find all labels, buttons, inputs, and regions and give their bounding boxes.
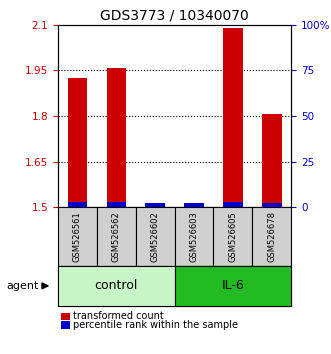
Text: control: control bbox=[95, 279, 138, 292]
Text: GSM526678: GSM526678 bbox=[267, 211, 276, 262]
Text: agent: agent bbox=[7, 281, 39, 291]
Bar bbox=[107, 68, 126, 207]
Bar bbox=[262, 114, 282, 207]
Bar bbox=[136, 207, 175, 266]
Text: GSM526603: GSM526603 bbox=[190, 211, 199, 262]
Bar bbox=[175, 207, 213, 266]
Bar bbox=[223, 202, 243, 207]
Text: GSM526561: GSM526561 bbox=[73, 211, 82, 262]
Bar bbox=[145, 204, 165, 207]
Bar bbox=[184, 202, 204, 207]
Bar bbox=[145, 202, 165, 207]
Bar bbox=[184, 204, 204, 207]
Bar bbox=[58, 207, 97, 266]
Bar bbox=[262, 204, 282, 207]
Bar bbox=[223, 28, 243, 207]
Text: GSM526562: GSM526562 bbox=[112, 211, 121, 262]
Text: percentile rank within the sample: percentile rank within the sample bbox=[73, 320, 238, 330]
Bar bbox=[97, 207, 136, 266]
Bar bbox=[252, 207, 291, 266]
Bar bbox=[68, 78, 87, 207]
Title: GDS3773 / 10340070: GDS3773 / 10340070 bbox=[100, 8, 249, 22]
Bar bbox=[68, 202, 87, 207]
Bar bbox=[175, 266, 291, 306]
Text: GSM526602: GSM526602 bbox=[151, 211, 160, 262]
Text: IL-6: IL-6 bbox=[221, 279, 244, 292]
Text: GSM526605: GSM526605 bbox=[228, 211, 237, 262]
Bar bbox=[213, 207, 252, 266]
Bar bbox=[58, 266, 175, 306]
Bar bbox=[107, 202, 126, 207]
Text: transformed count: transformed count bbox=[73, 312, 164, 321]
